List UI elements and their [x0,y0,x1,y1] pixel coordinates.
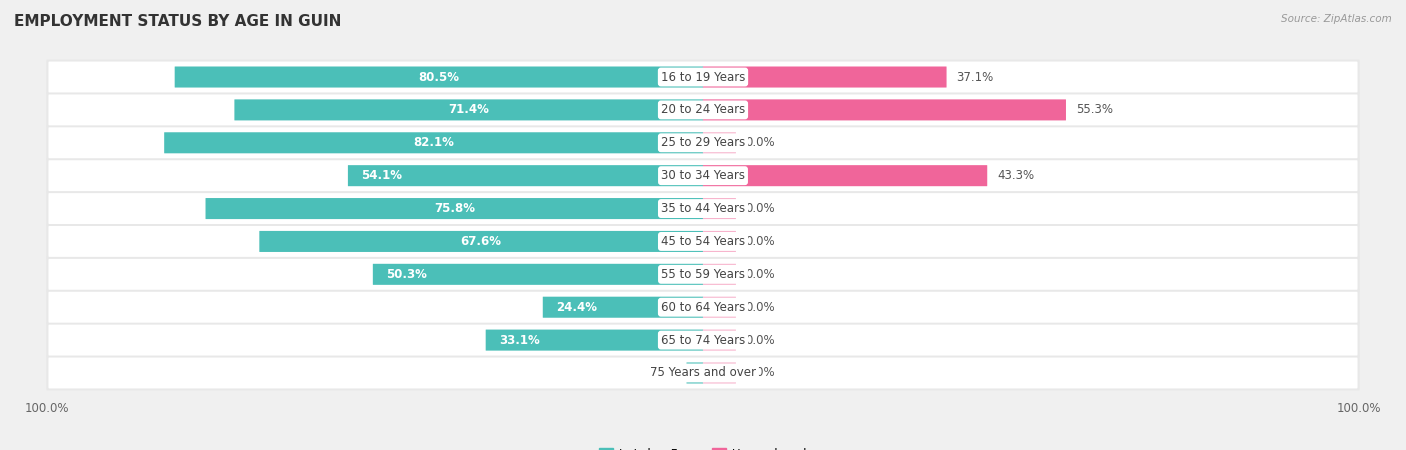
FancyBboxPatch shape [703,198,735,219]
FancyBboxPatch shape [48,160,1358,191]
Text: 0.0%: 0.0% [745,333,775,346]
FancyBboxPatch shape [174,67,703,88]
FancyBboxPatch shape [48,259,1358,290]
Text: 54.1%: 54.1% [361,169,402,182]
Text: 50.3%: 50.3% [387,268,427,281]
Text: 43.3%: 43.3% [997,169,1033,182]
Text: 75.8%: 75.8% [434,202,475,215]
FancyBboxPatch shape [686,362,703,383]
FancyBboxPatch shape [703,67,946,88]
FancyBboxPatch shape [373,264,703,285]
Text: 75 Years and over: 75 Years and over [650,366,756,379]
FancyBboxPatch shape [347,165,703,186]
Text: 82.1%: 82.1% [413,136,454,149]
FancyBboxPatch shape [48,62,1358,93]
FancyBboxPatch shape [703,132,735,153]
FancyBboxPatch shape [703,231,735,252]
Text: Source: ZipAtlas.com: Source: ZipAtlas.com [1281,14,1392,23]
Text: EMPLOYMENT STATUS BY AGE IN GUIN: EMPLOYMENT STATUS BY AGE IN GUIN [14,14,342,28]
Legend: In Labor Force, Unemployed: In Labor Force, Unemployed [595,443,811,450]
Text: 55 to 59 Years: 55 to 59 Years [661,268,745,281]
FancyBboxPatch shape [46,257,1360,292]
Text: 67.6%: 67.6% [461,235,502,248]
FancyBboxPatch shape [46,59,1360,94]
FancyBboxPatch shape [703,99,1066,121]
FancyBboxPatch shape [703,264,735,285]
FancyBboxPatch shape [46,126,1360,160]
FancyBboxPatch shape [48,292,1358,323]
FancyBboxPatch shape [46,290,1360,324]
Text: 0.0%: 0.0% [745,366,775,379]
FancyBboxPatch shape [259,231,703,252]
Text: 45 to 54 Years: 45 to 54 Years [661,235,745,248]
Text: 2.5%: 2.5% [647,366,676,379]
Text: 71.4%: 71.4% [449,104,489,117]
FancyBboxPatch shape [48,127,1358,158]
FancyBboxPatch shape [48,324,1358,356]
FancyBboxPatch shape [543,297,703,318]
Text: 0.0%: 0.0% [745,235,775,248]
FancyBboxPatch shape [205,198,703,219]
FancyBboxPatch shape [703,165,987,186]
FancyBboxPatch shape [46,191,1360,226]
FancyBboxPatch shape [48,193,1358,224]
Text: 30 to 34 Years: 30 to 34 Years [661,169,745,182]
Text: 65 to 74 Years: 65 to 74 Years [661,333,745,346]
FancyBboxPatch shape [703,362,735,383]
Text: 80.5%: 80.5% [419,71,460,84]
FancyBboxPatch shape [46,323,1360,357]
FancyBboxPatch shape [46,158,1360,193]
Text: 60 to 64 Years: 60 to 64 Years [661,301,745,314]
FancyBboxPatch shape [46,356,1360,391]
Text: 25 to 29 Years: 25 to 29 Years [661,136,745,149]
Text: 16 to 19 Years: 16 to 19 Years [661,71,745,84]
FancyBboxPatch shape [703,297,735,318]
FancyBboxPatch shape [703,329,735,351]
Text: 24.4%: 24.4% [555,301,598,314]
FancyBboxPatch shape [48,226,1358,257]
FancyBboxPatch shape [48,94,1358,126]
FancyBboxPatch shape [235,99,703,121]
Text: 33.1%: 33.1% [499,333,540,346]
FancyBboxPatch shape [48,357,1358,388]
Text: 0.0%: 0.0% [745,301,775,314]
FancyBboxPatch shape [46,92,1360,127]
Text: 0.0%: 0.0% [745,268,775,281]
Text: 0.0%: 0.0% [745,136,775,149]
FancyBboxPatch shape [46,224,1360,259]
FancyBboxPatch shape [165,132,703,153]
FancyBboxPatch shape [485,329,703,351]
Text: 37.1%: 37.1% [956,71,994,84]
Text: 55.3%: 55.3% [1076,104,1112,117]
Text: 20 to 24 Years: 20 to 24 Years [661,104,745,117]
Text: 0.0%: 0.0% [745,202,775,215]
Text: 35 to 44 Years: 35 to 44 Years [661,202,745,215]
